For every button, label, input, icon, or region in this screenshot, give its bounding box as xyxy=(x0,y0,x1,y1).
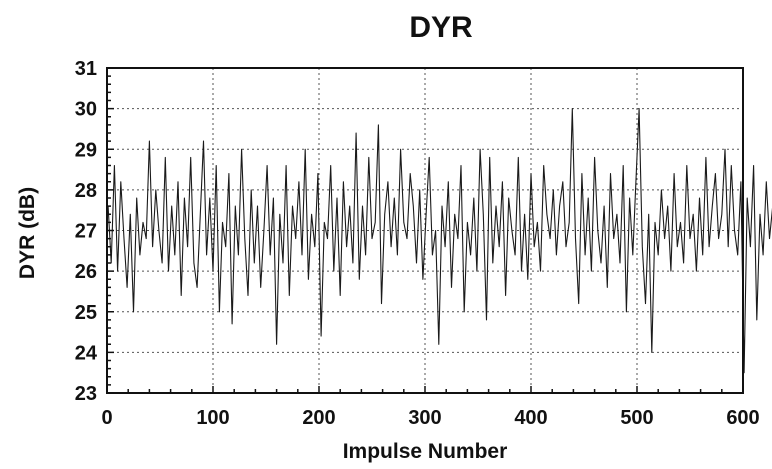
y-tick-label: 26 xyxy=(75,261,97,283)
x-tick-labels: 0 100 200 300 400 500 600 xyxy=(101,407,759,429)
x-tick-label: 100 xyxy=(196,407,229,429)
y-axis-label: DYR (dB) xyxy=(16,187,39,279)
x-tick-label: 300 xyxy=(408,407,441,429)
x-axis-label: Impulse Number xyxy=(343,440,508,463)
y-tick-labels: 23 24 25 26 27 28 29 30 31 xyxy=(75,58,98,405)
series-line-dyr xyxy=(107,108,772,374)
y-tick-label: 30 xyxy=(75,99,97,121)
y-tick-label: 29 xyxy=(75,139,97,161)
y-tick-label: 25 xyxy=(75,302,97,324)
y-tick-label: 28 xyxy=(75,180,97,202)
x-tick-label: 400 xyxy=(514,407,547,429)
axis-ticks xyxy=(106,67,744,394)
y-tick-label: 31 xyxy=(75,58,97,80)
x-tick-label: 500 xyxy=(620,407,653,429)
y-tick-label: 24 xyxy=(75,342,98,364)
chart-title: DYR xyxy=(409,11,473,44)
x-tick-label: 200 xyxy=(302,407,335,429)
x-tick-label: 0 xyxy=(101,407,112,429)
y-tick-label: 23 xyxy=(75,383,97,405)
y-tick-label: 27 xyxy=(75,221,97,243)
x-tick-label: 600 xyxy=(726,407,759,429)
